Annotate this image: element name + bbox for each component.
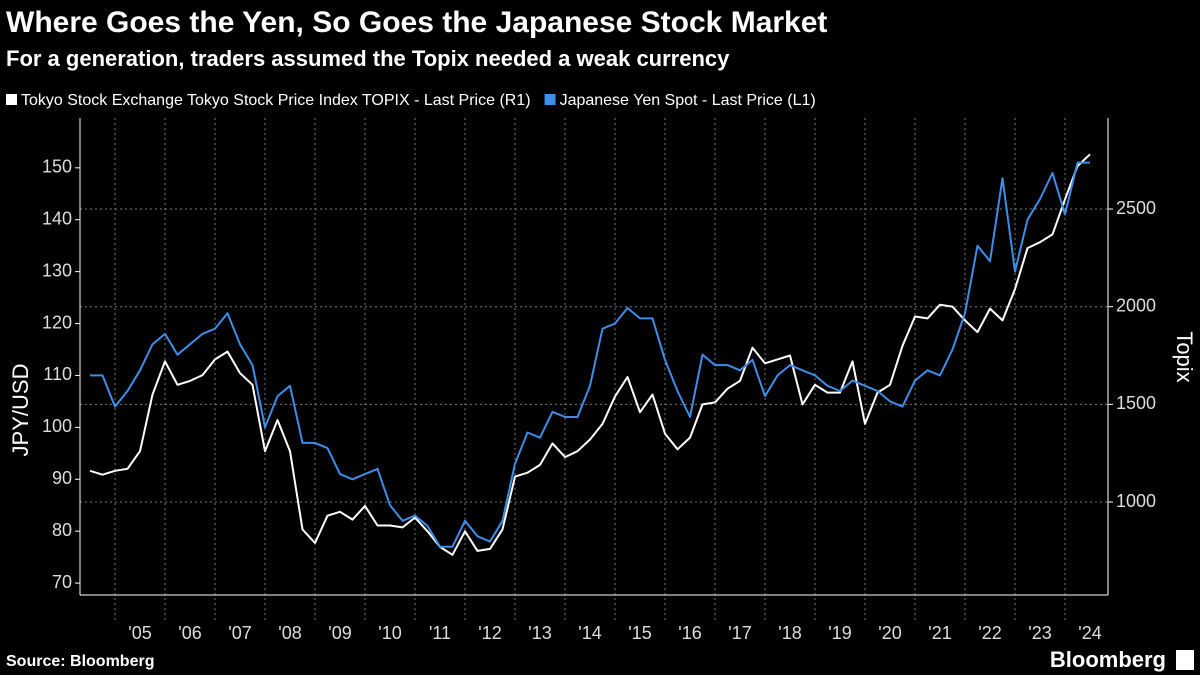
x-tick-label: '06: [178, 623, 201, 643]
legend-label: Tokyo Stock Exchange Tokyo Stock Price I…: [21, 92, 531, 109]
x-tick-label: '12: [478, 623, 501, 643]
y2-tick-label: 2000: [1116, 295, 1156, 315]
brand-icon: [1176, 650, 1194, 670]
x-tick-label: '11: [429, 623, 451, 643]
x-tick-label: '23: [1028, 623, 1051, 643]
x-tick-label: '17: [728, 623, 751, 643]
legend-swatch: [6, 94, 17, 105]
y-tick-label: 70: [52, 572, 72, 592]
y2-tick-label: 2500: [1116, 198, 1156, 218]
chart-subtitle: For a generation, traders assumed the To…: [6, 46, 730, 71]
x-tick-label: '13: [528, 623, 551, 643]
x-tick-label: '07: [228, 623, 251, 643]
brand: Bloomberg: [1050, 647, 1166, 672]
y-tick-label: 150: [42, 157, 72, 177]
x-tick-label: '19: [828, 623, 851, 643]
x-tick-label: '16: [678, 623, 701, 643]
x-tick-label: '24: [1078, 623, 1101, 643]
y2-tick-label: 1000: [1116, 491, 1156, 511]
legend-label: Japanese Yen Spot - Last Price (L1): [560, 92, 816, 109]
y-tick-label: 130: [42, 260, 72, 280]
x-tick-label: '09: [328, 623, 351, 643]
y-tick-label: 100: [42, 416, 72, 436]
y-tick-label: 80: [52, 520, 72, 540]
y-tick-label: 90: [52, 468, 72, 488]
series-line: [90, 161, 1090, 548]
y-axis-label: JPY/USD: [8, 364, 33, 457]
legend-swatch: [544, 94, 556, 105]
y-tick-label: 140: [42, 208, 72, 228]
y2-axis-label: Topix: [1172, 331, 1197, 382]
x-tick-label: '18: [778, 623, 801, 643]
x-tick-label: '08: [278, 623, 301, 643]
x-tick-label: '15: [628, 623, 651, 643]
source: Source: Bloomberg: [6, 653, 154, 670]
series-line: [89, 153, 1091, 556]
y-tick-label: 110: [43, 364, 72, 384]
x-tick-label: '22: [978, 623, 1001, 643]
y2-tick-label: 1500: [1116, 393, 1156, 413]
x-tick-label: '10: [378, 623, 401, 643]
y-tick-label: 120: [42, 312, 72, 332]
chart-title: Where Goes the Yen, So Goes the Japanese…: [6, 6, 827, 39]
x-tick-label: '05: [128, 623, 151, 643]
x-tick-label: '20: [878, 623, 901, 643]
x-tick-label: '21: [928, 623, 951, 643]
x-tick-label: '14: [578, 623, 601, 643]
